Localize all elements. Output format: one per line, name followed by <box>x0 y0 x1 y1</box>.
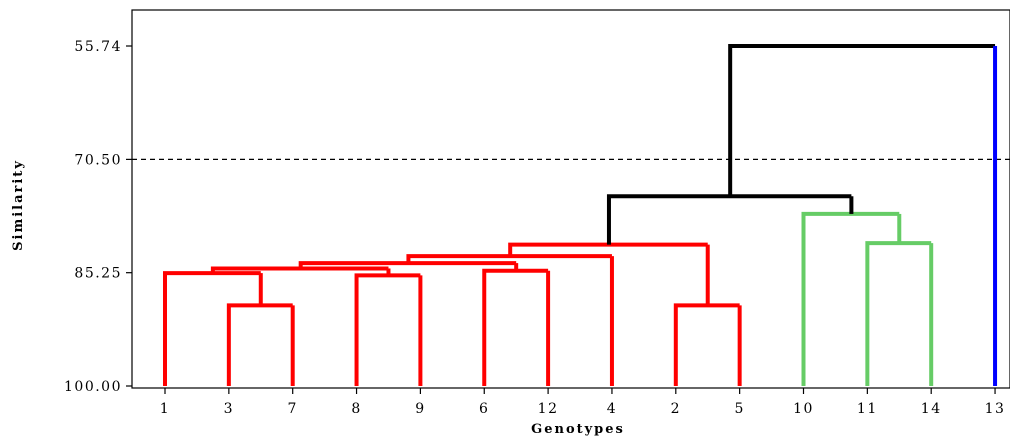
plot-frame <box>131 9 1010 389</box>
x-tick-label: 8 <box>351 401 361 417</box>
x-tick-label: 13 <box>985 401 1006 417</box>
x-tick-label: 10 <box>793 401 814 417</box>
dendrogram-link <box>298 261 517 269</box>
dendrogram-link <box>226 303 293 386</box>
y-tick-label: 100.00 <box>64 379 122 395</box>
x-tick-label: 9 <box>415 401 425 417</box>
dendrogram-link <box>865 241 932 386</box>
dendrogram-link <box>210 266 389 274</box>
dendrogram-link <box>728 44 996 197</box>
dendrogram-link <box>163 271 261 386</box>
y-axis-title: Similarity <box>11 159 26 251</box>
dendrogram-link <box>482 268 549 386</box>
x-tick-label: 1 <box>160 401 170 417</box>
x-tick-label: 6 <box>479 401 489 417</box>
x-tick-label: 5 <box>734 401 744 417</box>
x-tick-label: 14 <box>921 401 942 417</box>
x-tick-label: 12 <box>538 401 559 417</box>
dendrogram-link <box>508 242 708 257</box>
y-axis-ticks: 55.74 70.50 85.25 100.00 <box>64 39 132 395</box>
x-tick-label: 4 <box>607 401 617 417</box>
dendrogram-link <box>354 273 421 386</box>
dendrogram-links <box>163 44 998 386</box>
y-tick-label: 55.74 <box>74 39 122 55</box>
dendrogram-link <box>801 211 900 386</box>
plot-area <box>131 9 1010 389</box>
y-tick-label: 85.25 <box>74 266 122 282</box>
x-tick-label: 7 <box>287 401 297 417</box>
x-tick-label: 3 <box>224 401 234 417</box>
x-tick-label: 11 <box>857 401 878 417</box>
dendrogram-link <box>673 303 740 386</box>
y-tick-label: 70.50 <box>74 152 122 168</box>
dendrogram-link <box>406 254 612 264</box>
x-axis-ticks: 1 3 7 8 9 6 12 4 2 5 10 11 14 13 <box>160 388 1006 417</box>
x-axis-title: Genotypes <box>531 422 625 437</box>
x-tick-label: 2 <box>671 401 681 417</box>
dendrogram-link <box>606 194 852 245</box>
